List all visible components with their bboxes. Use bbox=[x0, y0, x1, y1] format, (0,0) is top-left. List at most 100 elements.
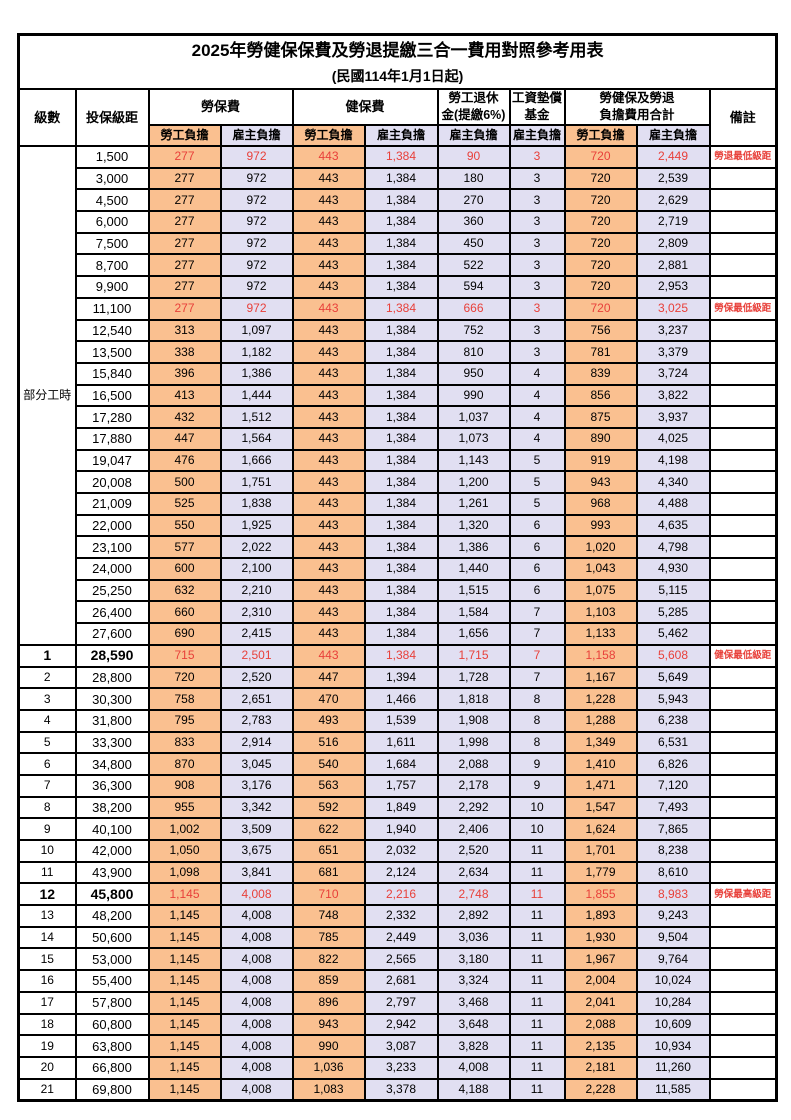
labor-employee-cell: 447 bbox=[147, 426, 222, 451]
total-employee-cell: 968 bbox=[563, 492, 638, 516]
pension-employer-cell: 3,468 bbox=[436, 990, 511, 1015]
total-employee-cell: 781 bbox=[563, 340, 638, 364]
total-employer-cell: 10,609 bbox=[635, 1012, 711, 1037]
level-cell: 1 bbox=[17, 643, 77, 668]
health-employer-cell: 2,942 bbox=[363, 1012, 439, 1037]
table-row: 7 36,300 908 3,176 563 1,757 2,178 9 1,4… bbox=[17, 773, 778, 798]
total-employer-cell: 8,983 bbox=[635, 882, 711, 907]
labor-employee-cell: 1,145 bbox=[147, 1077, 222, 1102]
labor-employer-cell: 2,501 bbox=[219, 643, 294, 668]
total-employee-cell: 890 bbox=[563, 426, 638, 451]
table-row: 27,600 690 2,415 443 1,384 1,656 7 1,133… bbox=[19, 622, 778, 646]
labor-employer-cell: 972 bbox=[219, 253, 294, 278]
health-employee-cell: 563 bbox=[291, 773, 366, 798]
total-employer-cell: 3,724 bbox=[635, 361, 711, 386]
health-employer-cell: 1,684 bbox=[363, 752, 439, 776]
labor-employee-cell: 277 bbox=[147, 210, 222, 234]
pension-employer-cell: 1,728 bbox=[436, 665, 511, 690]
labor-employer-cell: 4,008 bbox=[219, 1012, 294, 1037]
bracket-cell: 30,300 bbox=[74, 687, 150, 711]
labor-employer-cell: 972 bbox=[219, 145, 294, 169]
table-row: 9,900 277 972 443 1,384 594 3 720 2,953 bbox=[19, 275, 778, 299]
labor-employer-cell: 3,176 bbox=[219, 773, 294, 798]
labor-employer-cell: 1,444 bbox=[219, 383, 294, 408]
total-employee-cell: 2,004 bbox=[563, 969, 638, 993]
remark-cell bbox=[708, 600, 778, 625]
health-employer-cell: 3,378 bbox=[363, 1077, 439, 1102]
table-body: 部分工時 1,500 277 972 443 1,384 90 3 720 2,… bbox=[17, 145, 778, 1102]
pension-employer-cell: 3,324 bbox=[436, 969, 511, 993]
labor-employer-cell: 4,008 bbox=[219, 969, 294, 993]
labor-employer-cell: 4,008 bbox=[219, 1077, 294, 1102]
remark-cell bbox=[708, 773, 778, 798]
wage-fund-employer-cell: 5 bbox=[508, 470, 566, 494]
level-cell: 13 bbox=[17, 904, 77, 928]
remark-cell bbox=[708, 578, 778, 603]
total-employee-cell: 875 bbox=[563, 405, 638, 429]
subheader-total-employee: 勞工負擔 bbox=[563, 124, 638, 147]
col-header-health-fee: 健保費 bbox=[291, 88, 439, 126]
labor-employee-cell: 550 bbox=[147, 513, 222, 538]
table-row: 24,000 600 2,100 443 1,384 1,440 6 1,043… bbox=[19, 557, 778, 581]
pension-employer-cell: 990 bbox=[436, 383, 511, 408]
bracket-cell: 26,400 bbox=[74, 600, 150, 625]
health-employer-cell: 1,384 bbox=[363, 622, 439, 646]
remark-cell bbox=[708, 925, 778, 950]
total-employee-cell: 1,288 bbox=[563, 708, 638, 733]
total-employee-cell: 720 bbox=[563, 253, 638, 278]
total-employer-cell: 5,285 bbox=[635, 600, 711, 625]
health-employee-cell: 1,036 bbox=[291, 1055, 366, 1080]
total-employer-cell: 2,539 bbox=[635, 166, 711, 191]
labor-employee-cell: 715 bbox=[147, 643, 222, 668]
wage-fund-employer-cell: 9 bbox=[508, 773, 566, 798]
labor-employee-cell: 908 bbox=[147, 773, 222, 798]
total-employee-cell: 1,547 bbox=[563, 795, 638, 820]
total-employer-cell: 11,260 bbox=[635, 1055, 711, 1080]
bracket-cell: 4,500 bbox=[74, 188, 150, 213]
table-row: 19,047 476 1,666 443 1,384 1,143 5 919 4… bbox=[19, 448, 778, 473]
bracket-cell: 63,800 bbox=[74, 1034, 150, 1058]
total-employee-cell: 2,041 bbox=[563, 990, 638, 1015]
bracket-cell: 1,500 bbox=[74, 145, 150, 169]
labor-employer-cell: 972 bbox=[219, 210, 294, 234]
labor-employer-cell: 3,841 bbox=[219, 860, 294, 885]
health-employee-cell: 443 bbox=[291, 470, 366, 494]
level-cell: 6 bbox=[17, 752, 77, 776]
remark-cell bbox=[708, 210, 778, 234]
pension-employer-cell: 1,200 bbox=[436, 470, 511, 494]
table-row: 21,009 525 1,838 443 1,384 1,261 5 968 4… bbox=[19, 492, 778, 516]
remark-cell bbox=[708, 361, 778, 386]
health-employer-cell: 1,384 bbox=[363, 145, 439, 169]
pension-employer-cell: 1,440 bbox=[436, 557, 511, 581]
health-employee-cell: 443 bbox=[291, 253, 366, 278]
bracket-cell: 17,280 bbox=[74, 405, 150, 429]
pension-employer-cell: 450 bbox=[436, 231, 511, 256]
total-employer-cell: 7,120 bbox=[635, 773, 711, 798]
health-employer-cell: 1,384 bbox=[363, 166, 439, 191]
bracket-cell: 57,800 bbox=[74, 990, 150, 1015]
table-row: 8 38,200 955 3,342 592 1,849 2,292 10 1,… bbox=[17, 795, 778, 820]
total-employee-cell: 1,855 bbox=[563, 882, 638, 907]
labor-employee-cell: 277 bbox=[147, 231, 222, 256]
total-employee-cell: 1,779 bbox=[563, 860, 638, 885]
pension-employer-cell: 1,998 bbox=[436, 730, 511, 755]
table-row: 6,000 277 972 443 1,384 360 3 720 2,719 bbox=[19, 210, 778, 234]
pension-employer-cell: 1,584 bbox=[436, 600, 511, 625]
health-employer-cell: 1,384 bbox=[363, 448, 439, 473]
labor-employee-cell: 1,145 bbox=[147, 947, 222, 972]
wage-fund-employer-cell: 9 bbox=[508, 752, 566, 776]
total-employee-cell: 1,893 bbox=[563, 904, 638, 928]
bracket-cell: 15,840 bbox=[74, 361, 150, 386]
health-employer-cell: 2,216 bbox=[363, 882, 439, 907]
total-employee-cell: 720 bbox=[563, 210, 638, 234]
labor-employer-cell: 2,310 bbox=[219, 600, 294, 625]
total-employee-cell: 2,135 bbox=[563, 1034, 638, 1058]
remark-cell bbox=[708, 535, 778, 560]
total-employer-cell: 7,865 bbox=[635, 817, 711, 841]
bracket-cell: 11,100 bbox=[74, 296, 150, 321]
health-employer-cell: 1,384 bbox=[363, 296, 439, 321]
remark-cell: 勞保最高級距 bbox=[708, 882, 778, 907]
table-row: 3,000 277 972 443 1,384 180 3 720 2,539 bbox=[19, 166, 778, 191]
health-employer-cell: 1,384 bbox=[363, 188, 439, 213]
wage-fund-employer-cell: 7 bbox=[508, 600, 566, 625]
